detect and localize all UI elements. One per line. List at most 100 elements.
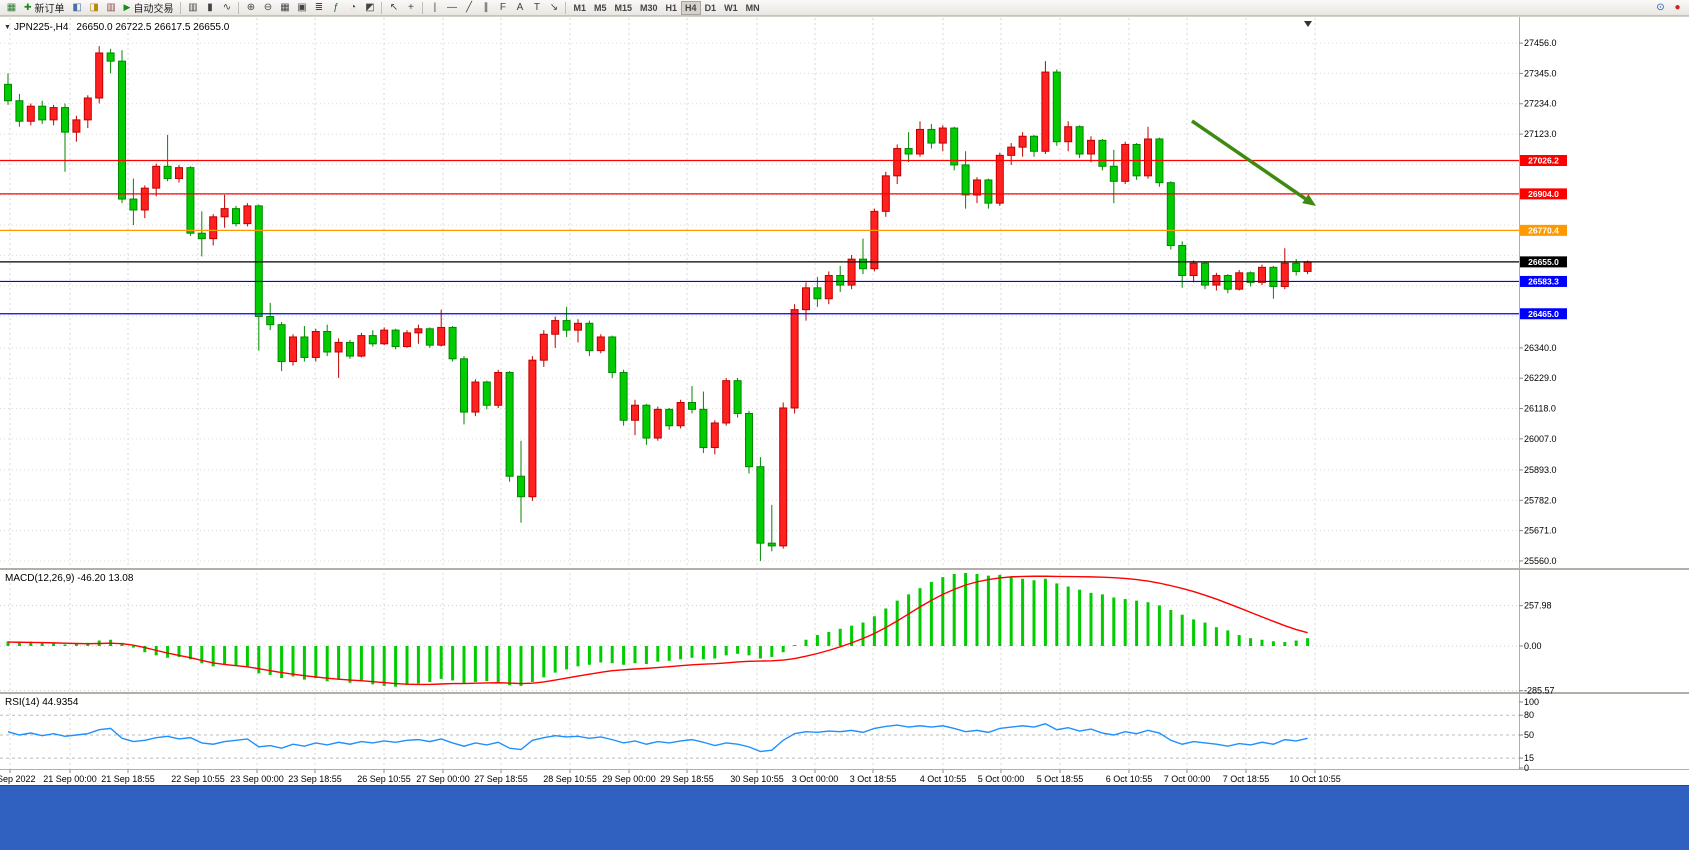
timeframe-h1[interactable]: H1 [665,2,678,13]
trendline-icon[interactable]: ╱ [465,1,472,13]
svg-text:28 Sep 10:55: 28 Sep 10:55 [543,774,597,784]
search-icon[interactable]: ⊙ [1656,1,1665,13]
templates-icon[interactable]: ◩ [365,1,375,13]
svg-text:29 Sep 18:55: 29 Sep 18:55 [660,774,714,784]
rsi-level-lines [0,714,1519,759]
svg-text:7 Oct 00:00: 7 Oct 00:00 [1164,774,1211,784]
svg-text:3 Oct 00:00: 3 Oct 00:00 [792,774,839,784]
new-chart-icon[interactable]: ▦ [6,1,17,13]
market-watch-icon[interactable]: ◧ [72,1,82,13]
toolbar-separator [565,1,567,14]
svg-text:27456.0: 27456.0 [1524,38,1557,48]
autotrade-button-label: 自动交易 [133,4,174,15]
chart-canvas[interactable]: 27456.0 27345.0 27234.0 27123.0 26340.0 26229… [0,16,1689,786]
timeframe-h4[interactable]: H4 [681,0,701,15]
taskbar[interactable] [0,785,1689,850]
svg-text:27026.2: 27026.2 [1528,155,1559,165]
autotrade-button[interactable]: ▶ 自动交易 [120,0,178,15]
timeframe-w1[interactable]: W1 [724,2,738,13]
svg-text:5 Oct 00:00: 5 Oct 00:00 [978,774,1025,784]
macd-indicator-label: MACD(12,26,9) -46.20 13.08 [5,573,134,584]
timeframe-m15[interactable]: M15 [614,2,633,13]
symbol-title: JPN225-,H4 [13,22,69,33]
auto-scroll-icon[interactable]: ▣ [297,1,307,13]
timeframe-m1[interactable]: M1 [573,2,586,13]
svg-text:20 Sep 2022: 20 Sep 2022 [0,774,36,784]
svg-text:26770.4: 26770.4 [1528,225,1559,235]
date-axis[interactable]: 20 Sep 2022 21 Sep 00:00 21 Sep 18:55 22 Se… [0,770,1341,784]
svg-text:3 Oct 18:55: 3 Oct 18:55 [850,774,897,784]
rsi-axis: 100 80 50 150 [1519,697,1539,773]
svg-text:21 Sep 00:00: 21 Sep 00:00 [43,774,97,784]
zoom-in-icon[interactable]: ⊕ [246,1,256,13]
symbol-dropdown-icon[interactable]: ▼ [4,24,11,31]
horizontal-line-icon[interactable]: ― [446,1,457,13]
svg-text:27 Sep 18:55: 27 Sep 18:55 [474,774,528,784]
new-order-button[interactable]: ✚ 新订单 [20,0,69,15]
arrows-tool-icon[interactable]: ↘ [549,1,559,13]
tile-windows-icon[interactable]: ▦ [280,1,290,13]
crosshair-icon[interactable]: + [408,1,414,13]
panel-separators [0,16,1689,770]
data-window-icon[interactable]: ◨ [89,1,99,13]
chart-shift-icon[interactable]: ≣ [314,1,324,13]
cursor-icon[interactable]: ↖ [389,1,399,13]
svg-text:30 Sep 10:55: 30 Sep 10:55 [730,774,784,784]
vertical-line-icon[interactable]: | [433,1,437,13]
svg-text:25893.0: 25893.0 [1524,465,1557,475]
zoom-out-icon[interactable]: ⊖ [263,1,273,13]
trend-arrow [1191,119,1316,206]
new-order-button-label: 新订单 [34,4,65,15]
svg-text:26229.0: 26229.0 [1524,373,1557,383]
svg-text:0.00: 0.00 [1524,641,1542,651]
new-order-button-icon: ✚ [24,2,32,12]
svg-text:26465.0: 26465.0 [1528,309,1559,319]
svg-text:26655.0: 26655.0 [1528,257,1559,267]
macd-layer [6,572,1310,687]
timeframe-d1[interactable]: D1 [704,2,717,13]
price-axis[interactable]: 27456.0 27345.0 27234.0 27123.0 26340.0 26229… [1519,38,1567,566]
svg-text:26118.0: 26118.0 [1524,404,1556,414]
toolbar-separator [238,1,240,14]
svg-text:257.98: 257.98 [1524,601,1552,611]
svg-text:25782.0: 25782.0 [1524,495,1557,505]
channel-icon[interactable]: ∥ [483,1,489,13]
periods-icon[interactable]: ◔ [349,1,356,13]
macd-axis: 257.98 0.00 -285.57 [1519,601,1555,696]
timeframe-mn[interactable]: MN [745,2,760,13]
timeframe-m5[interactable]: M5 [593,2,607,13]
svg-text:7 Oct 18:55: 7 Oct 18:55 [1223,774,1270,784]
svg-text:26583.3: 26583.3 [1528,276,1559,286]
rsi-indicator-label: RSI(14) 44.9354 [5,697,79,708]
svg-text:0: 0 [1524,763,1529,773]
svg-text:50: 50 [1524,730,1534,740]
svg-text:100: 100 [1524,697,1539,707]
candlestick-type-icon[interactable]: ▮ [207,1,213,13]
svg-text:27234.0: 27234.0 [1524,99,1557,109]
bar-chart-type-icon[interactable]: ▥ [188,1,198,13]
svg-text:26007.0: 26007.0 [1524,434,1557,444]
svg-text:26904.0: 26904.0 [1528,189,1559,199]
label-tool-icon[interactable]: T [533,1,541,13]
candles-layer [4,46,1312,561]
timeframe-m30[interactable]: M30 [640,2,658,13]
line-chart-type-icon[interactable]: ∿ [222,1,232,13]
svg-text:23 Sep 18:55: 23 Sep 18:55 [288,774,342,784]
community-icon[interactable]: ● [1674,1,1681,13]
toolbar-separator [381,1,383,14]
svg-text:29 Sep 00:00: 29 Sep 00:00 [602,774,656,784]
horizontal-lines [0,159,1519,315]
svg-text:27 Sep 00:00: 27 Sep 00:00 [416,774,470,784]
svg-text:26 Sep 10:55: 26 Sep 10:55 [357,774,411,784]
chart-header: ▼ JPN225-,H4 26650.0 26722.5 26617.5 26655… [4,22,229,33]
text-tool-icon[interactable]: A [516,1,524,13]
fibonacci-icon[interactable]: F [499,1,507,13]
indicators-icon[interactable]: ƒ [333,1,339,13]
svg-text:15: 15 [1524,753,1534,763]
svg-text:25671.0: 25671.0 [1524,526,1557,536]
terminal-icon[interactable]: ▥ [106,1,116,13]
ohlc-readout: 26650.0 26722.5 26617.5 26655.0 [76,22,230,33]
svg-text:21 Sep 18:55: 21 Sep 18:55 [101,774,155,784]
autotrade-button-icon: ▶ [123,2,131,12]
svg-text:27345.0: 27345.0 [1524,68,1557,78]
